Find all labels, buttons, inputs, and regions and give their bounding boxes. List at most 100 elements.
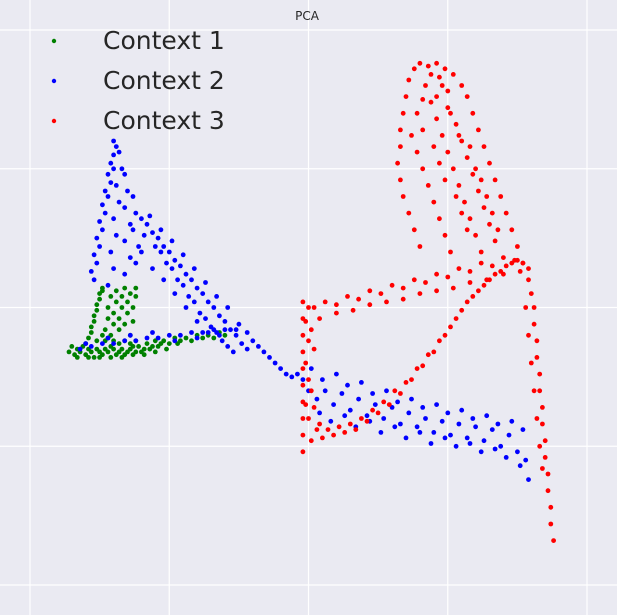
scatter-point-2	[334, 371, 339, 377]
scatter-point-3	[306, 377, 311, 382]
scatter-point-2	[331, 402, 336, 407]
scatter-point-3	[484, 277, 490, 283]
scatter-point-3	[492, 271, 498, 277]
scatter-point-3	[417, 60, 423, 66]
scatter-point-3	[520, 260, 526, 266]
scatter-point-1	[141, 346, 147, 352]
scatter-point-2	[467, 441, 473, 446]
scatter-point-2	[100, 227, 105, 233]
scatter-point-3	[420, 166, 426, 172]
scatter-point-2	[178, 263, 183, 269]
scatter-point-2	[172, 257, 178, 263]
scatter-point-3	[400, 296, 406, 302]
scatter-point-3	[434, 271, 439, 277]
scatter-point-2	[503, 455, 509, 460]
scatter-point-1	[86, 335, 91, 341]
scatter-point-3	[420, 363, 426, 369]
scatter-point-3	[478, 249, 484, 255]
scatter-point-3	[531, 388, 537, 394]
scatter-point-3	[540, 466, 545, 471]
scatter-point-3	[322, 299, 328, 305]
scatter-point-2	[155, 335, 161, 341]
scatter-point-2	[91, 252, 97, 258]
scatter-point-3	[353, 427, 359, 432]
scatter-point-1	[119, 346, 125, 352]
scatter-point-2	[222, 319, 228, 324]
scatter-point-2	[88, 344, 94, 349]
scatter-point-2	[509, 418, 515, 424]
scatter-point-2	[150, 330, 155, 335]
scatter-point-1	[113, 299, 119, 305]
scatter-point-2	[191, 266, 197, 271]
scatter-point-3	[300, 432, 306, 438]
scatter-point-3	[484, 194, 490, 199]
scatter-point-3	[542, 455, 548, 460]
scatter-point-1	[183, 335, 189, 341]
scatter-point-3	[392, 388, 398, 394]
scatter-point-2	[225, 305, 231, 310]
legend-label-2: Context 2	[103, 66, 225, 95]
scatter-point-2	[161, 244, 167, 249]
scatter-point-2	[370, 391, 375, 396]
scatter-point-2	[133, 338, 139, 344]
scatter-point-3	[448, 324, 453, 330]
scatter-point-3	[551, 538, 556, 543]
scatter-point-2	[130, 194, 136, 199]
scatter-point-3	[300, 449, 306, 455]
scatter-point-1	[222, 332, 228, 338]
scatter-point-3	[456, 183, 462, 188]
scatter-point-3	[308, 388, 314, 394]
scatter-point-3	[492, 177, 498, 183]
scatter-point-1	[119, 294, 125, 299]
scatter-point-3	[540, 405, 545, 410]
scatter-point-2	[239, 341, 245, 346]
scatter-point-3	[434, 116, 439, 122]
scatter-point-2	[414, 424, 420, 430]
scatter-point-3	[526, 266, 531, 271]
scatter-point-2	[378, 430, 384, 435]
scatter-point-3	[453, 121, 459, 127]
scatter-point-3	[359, 416, 364, 421]
scatter-point-3	[431, 349, 437, 355]
scatter-point-3	[381, 399, 387, 405]
scatter-point-3	[311, 346, 317, 352]
scatter-point-3	[512, 257, 517, 263]
scatter-point-2	[289, 374, 295, 380]
scatter-point-3	[403, 94, 409, 99]
scatter-point-3	[306, 338, 311, 344]
scatter-point-2	[139, 216, 144, 222]
scatter-point-2	[203, 316, 208, 321]
scatter-point-2	[144, 335, 150, 341]
scatter-point-1	[108, 294, 114, 299]
scatter-point-3	[303, 319, 309, 324]
scatter-point-2	[225, 344, 231, 349]
scatter-point-2	[420, 405, 426, 410]
scatter-point-2	[155, 235, 161, 241]
scatter-point-2	[403, 435, 409, 441]
scatter-point-1	[74, 355, 80, 360]
legend-label-1: Context 1	[103, 26, 225, 55]
scatter-point-2	[122, 171, 128, 177]
scatter-point-1	[141, 352, 147, 358]
legend-label-3: Context 3	[103, 106, 225, 135]
scatter-point-2	[244, 346, 250, 352]
scatter-point-2	[127, 255, 133, 260]
scatter-point-2	[141, 232, 147, 238]
scatter-point-1	[127, 291, 133, 296]
scatter-point-1	[100, 285, 105, 291]
scatter-point-3	[448, 110, 453, 116]
scatter-point-2	[322, 388, 328, 394]
scatter-point-2	[464, 435, 470, 441]
scatter-point-1	[119, 355, 125, 360]
scatter-point-3	[417, 291, 423, 296]
scatter-point-2	[105, 335, 111, 341]
scatter-point-3	[476, 188, 481, 194]
scatter-point-2	[217, 313, 222, 319]
scatter-point-2	[152, 244, 158, 249]
scatter-point-2	[520, 427, 526, 432]
scatter-point-3	[517, 269, 523, 274]
scatter-point-1	[100, 332, 105, 338]
legend-marker-2	[51, 78, 57, 84]
scatter-point-3	[434, 288, 439, 294]
scatter-point-3	[453, 194, 459, 199]
